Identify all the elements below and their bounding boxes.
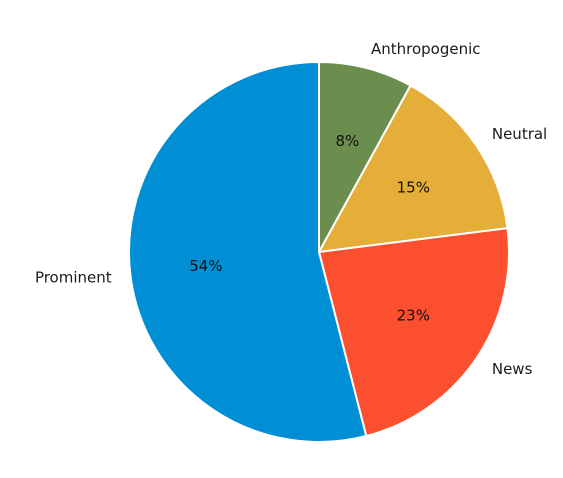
pie-slices	[128, 61, 510, 443]
slice-percent-news: 23%	[397, 307, 430, 325]
pie-slice-prominent	[128, 61, 368, 443]
slice-percent-neutral: 15%	[397, 178, 430, 196]
pie-labels: Anthropogenic 8% Neutral 15% News 23% Prominen…	[35, 40, 547, 378]
slice-label-neutral: Neutral	[492, 125, 547, 143]
slice-percent-prominent: 54%	[189, 257, 222, 275]
pie-slice-news	[318, 227, 510, 438]
slice-label-prominent: Prominent	[35, 269, 112, 287]
slice-label-anthropogenic: Anthropogenic	[371, 40, 481, 58]
pie-slice-neutral	[318, 84, 509, 253]
slice-label-news: News	[492, 360, 533, 378]
slice-percent-anthropogenic: 8%	[335, 132, 359, 150]
pie-slice-anthropogenic	[318, 61, 412, 253]
